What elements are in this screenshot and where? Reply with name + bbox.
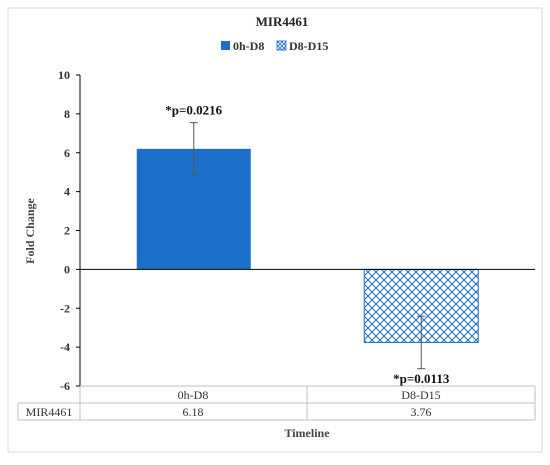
table-row-label: MIR4461: [26, 405, 73, 419]
chart-title: MIR4461: [256, 14, 309, 29]
table-cell-d8-d15: 3.76: [411, 405, 432, 419]
y-tick-label: -2: [60, 301, 70, 315]
y-tick-label: 2: [64, 224, 70, 238]
table-cell-0h-d8: 6.18: [183, 405, 204, 419]
legend-label-d8-d15: D8-D15: [289, 39, 328, 53]
legend-label-0h-d8: 0h-D8: [233, 39, 264, 53]
x-axis-label: Timeline: [284, 426, 330, 440]
error-bar-0h-d8: [189, 122, 198, 176]
p-value-annotation-0h-d8: *p=0.0216: [165, 103, 222, 118]
error-bar-d8-d15: [417, 315, 426, 370]
chart-border: [7, 7, 543, 453]
y-tick-label: 8: [64, 107, 70, 121]
y-axis-label: Fold Change: [23, 197, 37, 263]
p-value-annotation-d8-d15: *p=0.0113: [393, 371, 450, 386]
legend-swatch-solid: [221, 41, 230, 50]
y-tick-label: -4: [60, 340, 70, 354]
data-table: 0h-D8 D8-D15 MIR4461 6.18 3.76: [17, 385, 536, 421]
y-tick-label: 6: [64, 146, 70, 160]
y-tick-label: 4: [64, 185, 70, 199]
legend: 0h-D8 D8-D15: [221, 39, 328, 53]
legend-swatch-hatched: [276, 40, 287, 51]
y-tick-label: -6: [60, 379, 70, 393]
bars: *p=0.0216 *p=0.0113: [136, 103, 479, 386]
table-header-d8-d15: D8-D15: [401, 388, 440, 402]
y-tick-label: 0: [64, 262, 70, 276]
y-tick-label: 10: [58, 68, 70, 82]
y-axis-ticks: -6 -4 -2 0 2 4 6 8 10: [58, 68, 80, 393]
table-header-0h-d8: 0h-D8: [178, 388, 209, 402]
